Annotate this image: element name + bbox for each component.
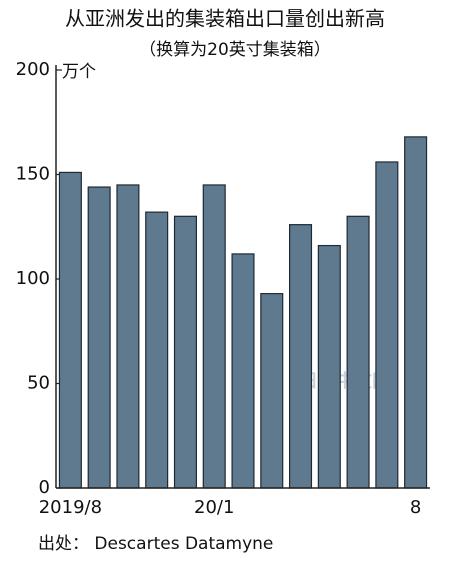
- bar: [404, 136, 428, 489]
- y-tick-label: 50: [27, 373, 50, 394]
- bar: [145, 211, 169, 489]
- y-tick-label: 200: [16, 59, 50, 80]
- y-tick-label: 0: [39, 477, 50, 498]
- bar: [289, 224, 313, 489]
- bar: [202, 184, 226, 489]
- y-unit: 万个: [62, 62, 96, 82]
- bar: [87, 186, 111, 489]
- chart-title: 从亚洲发出的集装箱出口量创出新高: [65, 7, 385, 31]
- x-tick-label: 8: [410, 497, 421, 518]
- chart-subtitle: （换算为20英寸集装箱）: [139, 40, 331, 60]
- y-tick-label: 150: [16, 164, 50, 185]
- bar: [116, 184, 140, 489]
- bar: [173, 215, 197, 489]
- bar: [231, 253, 255, 489]
- source: 出处： Descartes Datamyne: [38, 534, 273, 554]
- y-tick-label: 100: [16, 268, 50, 289]
- bar: [317, 244, 341, 489]
- bar: [375, 161, 399, 489]
- bar: [346, 215, 370, 489]
- x-tick-label: 2019/8: [39, 497, 102, 518]
- bar: [260, 293, 284, 489]
- bar: [58, 171, 82, 489]
- x-tick-label: 20/1: [194, 497, 234, 518]
